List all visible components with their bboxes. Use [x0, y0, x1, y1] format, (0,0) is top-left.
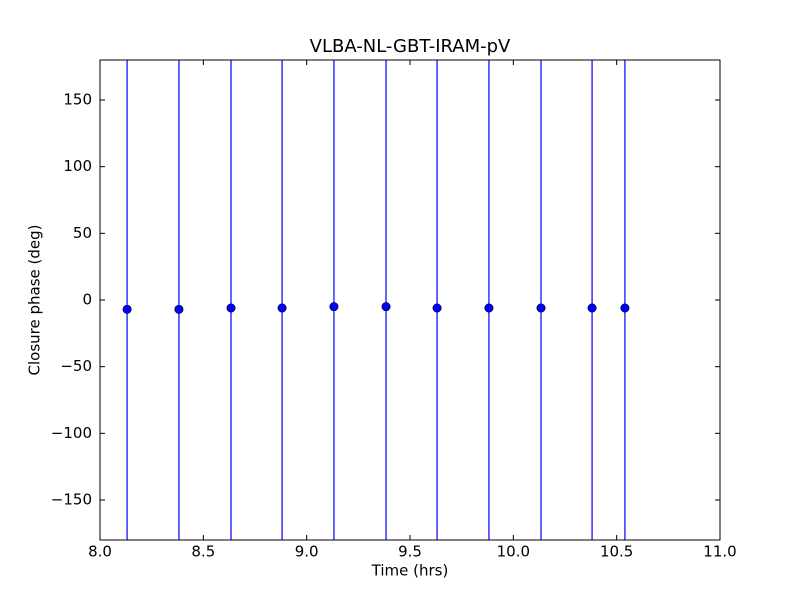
- chart-title: VLBA-NL-GBT-IRAM-pV: [310, 36, 511, 57]
- x-axis-label: Time (hrs): [371, 562, 449, 580]
- y-tick-label: 0: [82, 291, 92, 309]
- x-tick-label: 10.0: [497, 543, 530, 561]
- y-axis-label: Closure phase (deg): [26, 225, 44, 376]
- x-tick-label: 9.5: [398, 543, 422, 561]
- y-tick-label: −100: [51, 424, 92, 442]
- y-tick-label: 50: [73, 224, 92, 242]
- data-point: [174, 304, 184, 314]
- y-tick-label: 100: [63, 157, 92, 175]
- data-point: [587, 303, 597, 313]
- data-point: [484, 303, 494, 313]
- x-tick-label: 10.5: [600, 543, 633, 561]
- data-point: [122, 304, 132, 314]
- x-tick-label: 8.0: [88, 543, 112, 561]
- plot-area: [122, 60, 630, 540]
- data-point: [226, 303, 236, 313]
- y-tick-label: −150: [51, 491, 92, 509]
- data-point: [432, 303, 442, 313]
- y-tick-label: −50: [60, 357, 92, 375]
- y-tick-label: 150: [63, 91, 92, 109]
- x-tick-label: 9.0: [295, 543, 319, 561]
- data-point: [536, 303, 546, 313]
- x-tick-label: 8.5: [191, 543, 215, 561]
- data-point: [620, 303, 630, 313]
- data-point: [277, 303, 287, 313]
- x-tick-label: 11.0: [703, 543, 736, 561]
- data-point: [381, 302, 391, 312]
- data-point: [329, 302, 339, 312]
